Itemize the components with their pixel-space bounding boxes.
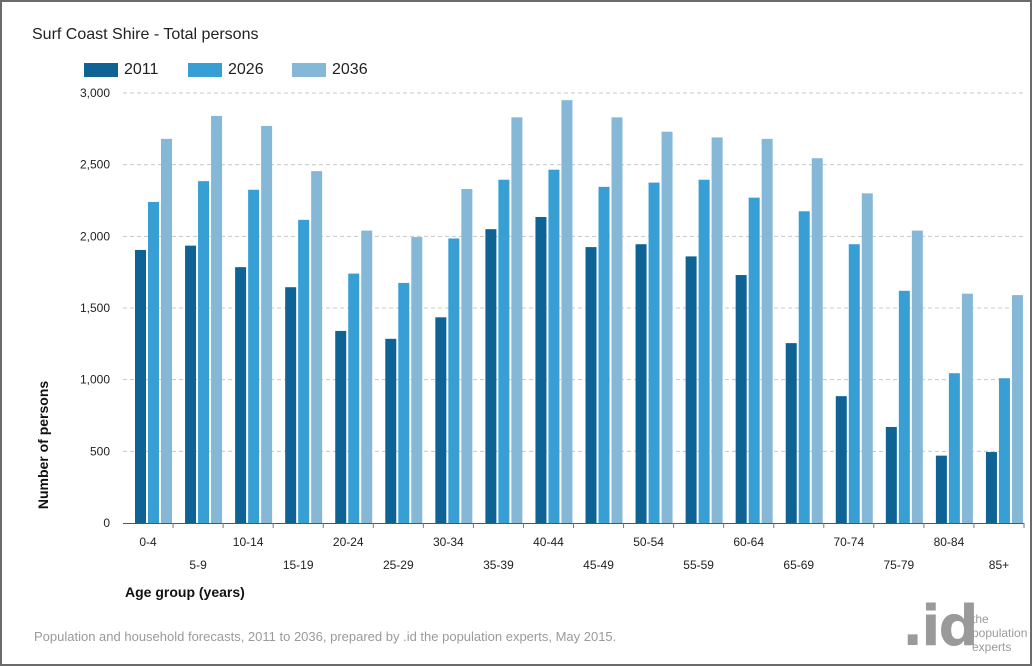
y-tick-label: 2,000 [80, 229, 110, 243]
bar-2011-55-59 [685, 256, 697, 523]
bar-2011-10-14 [235, 267, 247, 523]
logo-mark: .id [902, 594, 979, 659]
y-tick-label: 1,000 [80, 373, 110, 387]
logo-text: the population experts [972, 612, 1028, 654]
bar-2026-25-29 [398, 282, 410, 523]
bar-2036-60-64 [761, 138, 773, 523]
legend-label-2026: 2026 [228, 61, 264, 78]
bar-2026-60-64 [748, 197, 760, 523]
bar-2036-40-44 [561, 100, 573, 524]
x-tick-label: 15-19 [283, 558, 314, 572]
legend-swatch-2026 [188, 63, 222, 77]
x-tick-label: 25-29 [383, 558, 414, 572]
bar-2011-30-34 [435, 317, 447, 523]
legend-label-2011: 2011 [124, 61, 159, 78]
y-tick-label: 500 [90, 444, 110, 458]
bar-2011-5-9 [185, 245, 197, 523]
x-tick-label: 45-49 [583, 558, 614, 572]
x-tick-label: 85+ [989, 558, 1009, 572]
x-tick-label: 5-9 [189, 558, 207, 572]
bar-2011-15-19 [285, 287, 297, 523]
bar-2036-15-19 [311, 171, 323, 523]
bar-2026-75-79 [898, 290, 910, 523]
id-logo: .id the population experts [902, 594, 1028, 660]
bar-2026-30-34 [448, 238, 460, 523]
chart-title: Surf Coast Shire - Total persons [32, 26, 259, 43]
bar-2036-0-4 [161, 138, 172, 523]
bar-2036-25-29 [411, 237, 423, 524]
bar-2026-70-74 [848, 244, 860, 523]
bar-2036-70-74 [861, 193, 873, 524]
bar-2026-20-24 [348, 273, 360, 523]
bar-2011-80-84 [935, 455, 947, 523]
bar-2036-65-69 [811, 158, 823, 523]
bar-2036-85+ [1011, 295, 1023, 523]
bar-2036-80-84 [961, 293, 973, 523]
x-tick-label: 55-59 [683, 558, 714, 572]
x-tick-label: 65-69 [783, 558, 814, 572]
x-tick-label: 40-44 [533, 535, 564, 549]
bar-2026-50-54 [648, 182, 660, 524]
y-tick-label: 3,000 [80, 86, 110, 100]
x-tick-label: 60-64 [733, 535, 764, 549]
x-tick-label: 80-84 [934, 535, 965, 549]
x-tick-label: 50-54 [633, 535, 664, 549]
bar-2026-45-49 [598, 186, 610, 523]
bar-2036-50-54 [661, 131, 673, 523]
x-tick-label: 30-34 [433, 535, 464, 549]
x-tick-label: 20-24 [333, 535, 364, 549]
x-axis-title: Age group (years) [125, 584, 245, 600]
bar-2026-5-9 [198, 181, 210, 523]
bar-2036-45-49 [611, 117, 623, 523]
y-tick-label: 0 [103, 516, 110, 530]
bar-2036-20-24 [361, 230, 373, 523]
bar-2011-75-79 [885, 426, 897, 523]
bar-2026-10-14 [248, 189, 260, 523]
legend-label-2036: 2036 [332, 61, 368, 78]
y-tick-label: 1,500 [80, 301, 110, 315]
source-note: Population and household forecasts, 2011… [34, 629, 617, 644]
bar-2011-0-4 [135, 249, 146, 523]
bar-2011-35-39 [485, 229, 497, 523]
bar-2011-45-49 [585, 247, 597, 524]
y-axis-title: Number of persons [35, 381, 51, 510]
bar-2026-80-84 [948, 373, 960, 523]
bar-2036-75-79 [911, 230, 923, 523]
bar-2036-5-9 [211, 115, 223, 523]
bar-2011-50-54 [635, 244, 647, 523]
bar-2011-20-24 [335, 330, 347, 523]
bar-2026-85+ [998, 378, 1010, 523]
bar-2011-70-74 [835, 396, 847, 523]
legend-swatch-2036 [292, 63, 326, 77]
bar-2036-35-39 [511, 117, 523, 523]
bar-2011-60-64 [735, 275, 747, 523]
bar-2026-35-39 [498, 179, 510, 523]
x-tick-label: 0-4 [139, 535, 157, 549]
bar-2026-65-69 [798, 211, 810, 523]
bar-2026-55-59 [698, 179, 710, 523]
bar-2026-15-19 [298, 219, 310, 523]
bar-2011-85+ [985, 452, 997, 523]
y-tick-label: 2,500 [80, 158, 110, 172]
bar-2011-65-69 [785, 343, 797, 523]
x-tick-label: 10-14 [233, 535, 264, 549]
bar-2036-30-34 [461, 189, 473, 524]
bar-2036-10-14 [261, 125, 273, 523]
bar-2026-40-44 [548, 169, 560, 523]
x-tick-label: 75-79 [884, 558, 915, 572]
bar-2026-0-4 [148, 201, 159, 523]
bar-2011-25-29 [385, 338, 397, 523]
x-tick-label: 70-74 [833, 535, 864, 549]
legend-swatch-2011 [84, 63, 118, 77]
x-tick-label: 35-39 [483, 558, 514, 572]
bar-2011-40-44 [535, 216, 547, 523]
bar-2036-55-59 [711, 137, 723, 523]
